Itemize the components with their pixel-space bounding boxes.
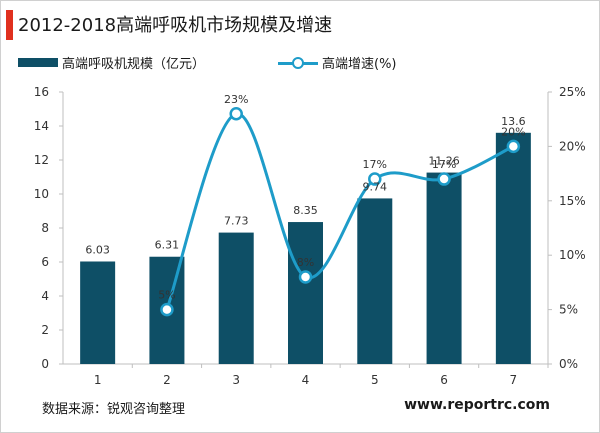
website-link[interactable]: www.reportrc.com bbox=[404, 397, 550, 413]
y-right-tick-label: 5% bbox=[559, 303, 578, 317]
y-left-tick-label: 4 bbox=[41, 289, 49, 303]
y-left-tick-label: 16 bbox=[34, 85, 49, 99]
bar bbox=[218, 232, 254, 364]
bar-value-label: 11.26 bbox=[428, 155, 460, 168]
growth-point bbox=[298, 270, 313, 284]
legend-bar-swatch bbox=[18, 58, 58, 67]
bar bbox=[80, 261, 116, 364]
y-left-tick-label: 0 bbox=[41, 357, 49, 371]
bar-value-label: 8.35 bbox=[293, 204, 318, 217]
y-left-tick-label: 10 bbox=[34, 187, 49, 201]
x-tick-label: 6 bbox=[440, 373, 448, 387]
legend-item-bar: 高端呼吸机规模（亿元） bbox=[18, 53, 205, 72]
x-tick-label: 5 bbox=[371, 373, 379, 387]
legend-item-line: 高端增速(%) bbox=[278, 53, 397, 72]
legend-line-label: 高端增速(%) bbox=[322, 57, 397, 72]
x-tick-label: 4 bbox=[302, 373, 310, 387]
legend-bar-label: 高端呼吸机规模（亿元） bbox=[62, 57, 206, 72]
growth-point bbox=[437, 172, 451, 186]
y-right-tick-label: 15% bbox=[559, 194, 586, 208]
y-left-tick-label: 12 bbox=[34, 153, 49, 167]
growth-point bbox=[229, 107, 243, 121]
growth-point bbox=[368, 172, 382, 186]
x-tick-label: 7 bbox=[510, 373, 518, 387]
bar bbox=[288, 222, 323, 364]
y-left-tick-label: 6 bbox=[41, 255, 49, 269]
growth-point bbox=[506, 139, 521, 154]
growth-value-label: 5% bbox=[158, 289, 175, 302]
y-right-tick-label: 25% bbox=[559, 85, 586, 99]
x-tick-label: 1 bbox=[94, 373, 102, 387]
y-left-tick-label: 2 bbox=[41, 323, 49, 337]
y-right-tick-label: 20% bbox=[559, 139, 586, 153]
bar-value-label: 7.73 bbox=[224, 215, 249, 228]
y-right-tick-label: 0% bbox=[559, 357, 578, 371]
y-right-tick-label: 10% bbox=[559, 248, 586, 262]
data-source: 数据来源：锐观咨询整理 bbox=[42, 402, 186, 417]
legend-line-swatch bbox=[278, 56, 318, 69]
bar-value-label: 6.31 bbox=[155, 239, 180, 252]
x-tick-label: 2 bbox=[163, 373, 171, 387]
y-left-tick-label: 14 bbox=[34, 119, 49, 133]
title-accent-bar bbox=[6, 10, 13, 40]
bar bbox=[495, 132, 531, 364]
growth-point bbox=[160, 302, 174, 317]
growth-value-label: 23% bbox=[224, 93, 248, 106]
growth-value-label: 20% bbox=[501, 125, 525, 138]
chart-title: 2012-2018高端呼吸机市场规模及增速 bbox=[18, 15, 333, 36]
bar bbox=[357, 198, 393, 364]
bar-value-label: 6.03 bbox=[85, 243, 110, 256]
growth-value-label: 17% bbox=[363, 158, 387, 171]
bar bbox=[426, 172, 462, 364]
y-left-tick-label: 8 bbox=[41, 221, 49, 235]
growth-value-label: 8% bbox=[297, 256, 314, 269]
bar-value-label: 9.74 bbox=[363, 180, 388, 193]
x-tick-label: 3 bbox=[232, 373, 240, 387]
growth-value-label: 17% bbox=[432, 158, 456, 171]
bar-value-label: 13.6 bbox=[501, 115, 526, 128]
